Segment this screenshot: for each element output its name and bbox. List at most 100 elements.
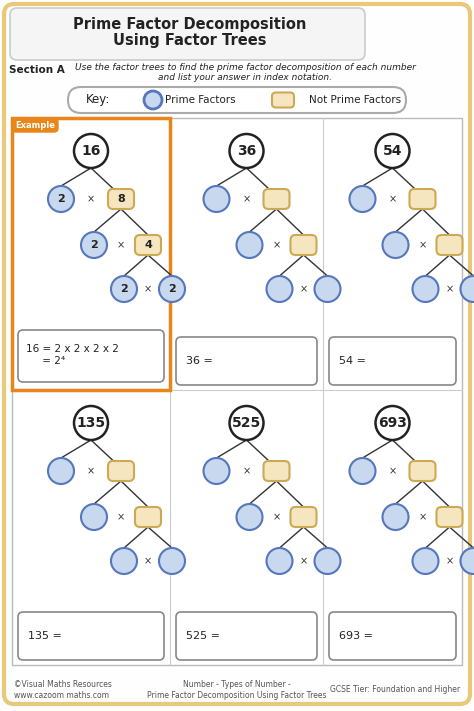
Text: ×: × [117,512,125,522]
Text: ×: × [144,284,152,294]
Text: 525: 525 [232,416,261,430]
Circle shape [375,406,410,440]
Text: ×: × [388,194,397,204]
Text: Number - Types of Number -
Prime Factor Decomposition Using Factor Trees: Number - Types of Number - Prime Factor … [147,680,327,700]
Circle shape [349,458,375,484]
Text: 693: 693 [378,416,407,430]
Circle shape [203,186,229,212]
FancyBboxPatch shape [68,87,406,113]
Text: Not Prime Factors: Not Prime Factors [309,95,401,105]
Circle shape [383,504,409,530]
Circle shape [159,548,185,574]
Circle shape [237,504,263,530]
Text: ×: × [300,556,308,566]
Circle shape [81,232,107,258]
Text: 16 = 2 x 2 x 2 x 2
     = 2⁴: 16 = 2 x 2 x 2 x 2 = 2⁴ [26,344,119,365]
FancyBboxPatch shape [108,189,134,209]
Circle shape [48,458,74,484]
Text: 8: 8 [117,194,125,204]
Circle shape [111,548,137,574]
Text: 54 =: 54 = [339,356,366,366]
Text: ×: × [300,284,308,294]
Text: 2: 2 [57,194,65,204]
FancyBboxPatch shape [12,118,170,390]
Circle shape [159,276,185,302]
FancyBboxPatch shape [291,235,317,255]
FancyBboxPatch shape [272,92,294,107]
Circle shape [315,276,340,302]
Circle shape [266,548,292,574]
Text: 693 =: 693 = [339,631,373,641]
Text: ×: × [388,466,397,476]
Circle shape [266,276,292,302]
FancyBboxPatch shape [437,235,463,255]
FancyBboxPatch shape [108,461,134,481]
Text: 525 =: 525 = [186,631,220,641]
Text: GCSE Tier: Foundation and Higher: GCSE Tier: Foundation and Higher [330,685,460,695]
Text: ×: × [446,284,454,294]
Circle shape [315,548,340,574]
FancyBboxPatch shape [18,330,164,382]
FancyBboxPatch shape [410,461,436,481]
Text: 54: 54 [383,144,402,158]
Text: ×: × [446,556,454,566]
Circle shape [461,276,474,302]
Text: and list your answer in index notation.: and list your answer in index notation. [158,73,332,82]
Text: 2: 2 [90,240,98,250]
Circle shape [412,276,438,302]
Text: Prime Factor Decomposition: Prime Factor Decomposition [73,16,307,31]
Text: ×: × [419,240,427,250]
Circle shape [383,232,409,258]
Text: ×: × [273,512,281,522]
Circle shape [81,504,107,530]
Circle shape [48,186,74,212]
Text: Use the factor trees to find the prime factor decomposition of each number: Use the factor trees to find the prime f… [74,63,415,73]
Text: ×: × [144,556,152,566]
Circle shape [203,458,229,484]
Text: ×: × [87,194,95,204]
FancyBboxPatch shape [135,235,161,255]
FancyBboxPatch shape [437,507,463,527]
FancyBboxPatch shape [329,337,456,385]
Circle shape [412,548,438,574]
Text: ×: × [273,240,281,250]
Circle shape [375,134,410,168]
FancyBboxPatch shape [291,507,317,527]
FancyBboxPatch shape [329,612,456,660]
Circle shape [229,134,264,168]
FancyBboxPatch shape [10,8,365,60]
Text: Example: Example [15,120,55,129]
Circle shape [237,232,263,258]
Text: ×: × [242,466,251,476]
Text: 135: 135 [76,416,106,430]
Text: Key:: Key: [86,94,110,107]
Circle shape [74,134,108,168]
Text: ×: × [117,240,125,250]
Text: 36: 36 [237,144,256,158]
FancyBboxPatch shape [176,612,317,660]
FancyBboxPatch shape [12,118,58,132]
FancyBboxPatch shape [12,118,462,665]
Text: 4: 4 [144,240,152,250]
Text: ×: × [419,512,427,522]
Text: 135 =: 135 = [28,631,62,641]
Text: 2: 2 [168,284,176,294]
Circle shape [144,91,162,109]
Circle shape [349,186,375,212]
FancyBboxPatch shape [4,4,470,704]
FancyBboxPatch shape [18,612,164,660]
FancyBboxPatch shape [264,461,290,481]
Text: 16: 16 [82,144,100,158]
FancyBboxPatch shape [410,189,436,209]
FancyBboxPatch shape [176,337,317,385]
Text: 36 =: 36 = [186,356,213,366]
FancyBboxPatch shape [264,189,290,209]
Text: ×: × [242,194,251,204]
Text: Prime Factors: Prime Factors [164,95,235,105]
Text: ×: × [87,466,95,476]
Text: ©Visual Maths Resources
www.cazoom maths.com: ©Visual Maths Resources www.cazoom maths… [14,680,112,700]
Circle shape [229,406,264,440]
Circle shape [74,406,108,440]
Circle shape [111,276,137,302]
Text: Using Factor Trees: Using Factor Trees [113,33,267,48]
